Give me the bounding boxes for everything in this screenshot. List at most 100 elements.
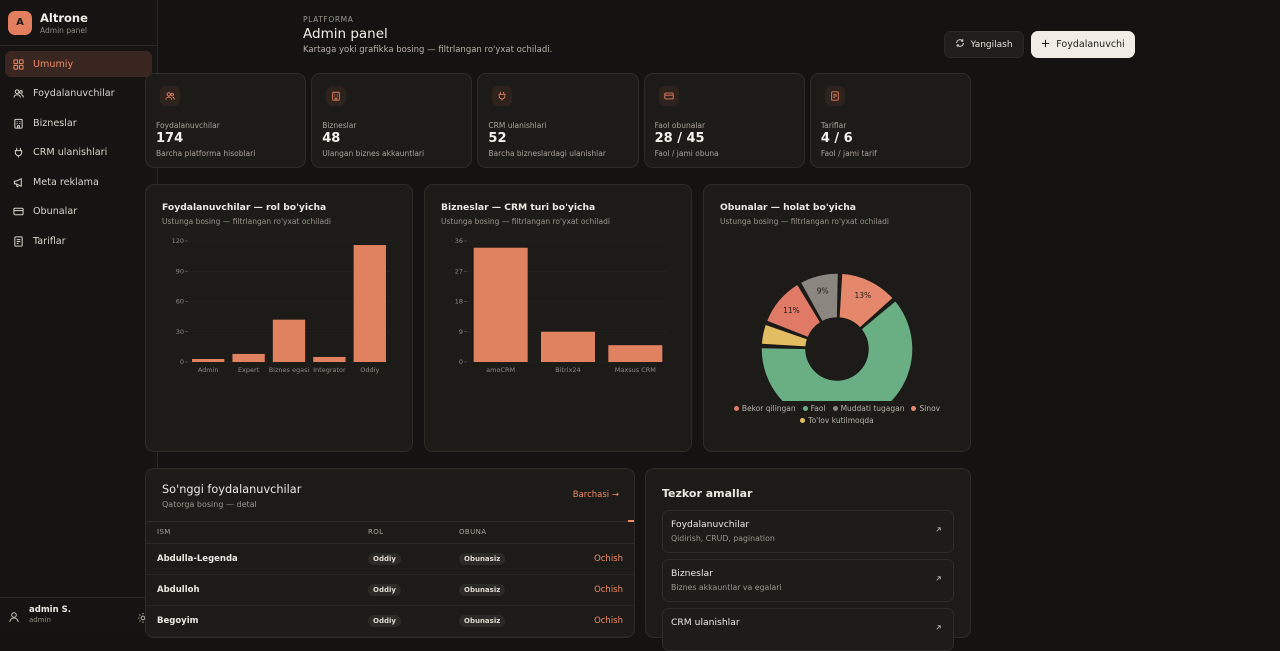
bar[interactable] bbox=[313, 357, 345, 362]
pie-label: 13% bbox=[854, 291, 871, 300]
open-link[interactable]: Ochish bbox=[563, 585, 623, 595]
legend-item[interactable]: Faol bbox=[803, 404, 826, 413]
legend-label: To'lov kutilmoqda bbox=[808, 416, 873, 425]
sidebar-item-umumiy[interactable]: Umumiy bbox=[5, 51, 152, 77]
y-tick-label: 90 bbox=[176, 267, 184, 275]
external-arrow-icon bbox=[934, 519, 943, 528]
divider bbox=[146, 521, 634, 522]
refresh-icon bbox=[955, 38, 965, 51]
brand[interactable]: A Altrone Admin panel bbox=[0, 0, 157, 46]
users-icon bbox=[160, 86, 180, 106]
refresh-button[interactable]: Yangilash bbox=[944, 31, 1024, 58]
add-user-label: Foydalanuvchi bbox=[1056, 39, 1124, 50]
brand-logo: A bbox=[8, 11, 32, 35]
user-profile[interactable]: admin S. admin bbox=[0, 597, 157, 631]
quick-action-title: Bizneslar bbox=[671, 568, 945, 579]
chart-title: Foydalanuvchilar — rol bo'yicha bbox=[162, 202, 396, 213]
stat-card-subscriptions[interactable]: Faol obunalar 28 / 45 Faol / jami obuna bbox=[644, 73, 805, 168]
bar[interactable] bbox=[273, 320, 305, 362]
x-tick-label: Bitrix24 bbox=[555, 366, 580, 374]
view-all-link[interactable]: Barchasi → bbox=[573, 490, 619, 500]
sidebar-item-label: Obunalar bbox=[33, 206, 77, 217]
page-subtitle: Kartaga yoki grafikka bosing — filtrlang… bbox=[303, 45, 552, 55]
bar[interactable] bbox=[192, 359, 224, 362]
building-icon bbox=[12, 117, 24, 129]
legend-item[interactable]: Bekor qilingan bbox=[734, 404, 796, 413]
external-arrow-icon bbox=[934, 617, 943, 626]
table-row[interactable]: Begoyim Oddiy Obunasiz Ochish bbox=[146, 606, 634, 637]
stat-sub: Ulangan biznes akkauntlari bbox=[322, 149, 424, 158]
brand-subtitle: Admin panel bbox=[40, 26, 88, 35]
stat-card-businesses[interactable]: Bizneslar 48 Ulangan biznes akkauntlari bbox=[311, 73, 472, 168]
column-header-name[interactable]: ISM bbox=[157, 528, 368, 536]
stat-card-users[interactable]: Foydalanuvchilar 174 Barcha platforma hi… bbox=[145, 73, 306, 168]
chart-legend: Bekor qilingan Faol Muddati tugagan Sinov To… bbox=[704, 404, 970, 425]
subscription-badge: Obunasiz bbox=[459, 615, 505, 627]
table-row[interactable]: Abdulloh Oddiy Obunasiz Ochish bbox=[146, 575, 634, 606]
y-tick-label: 60 bbox=[176, 298, 184, 306]
sidebar-item-label: Foydalanuvchilar bbox=[33, 88, 115, 99]
quick-action-users[interactable]: Foydalanuvchilar Qidirish, CRUD, paginat… bbox=[662, 510, 954, 553]
sidebar-item-meta-reklama[interactable]: Meta reklama bbox=[5, 169, 152, 195]
stat-card-crm[interactable]: CRM ulanishlari 52 Barcha bizneslardagi … bbox=[477, 73, 638, 168]
legend-item[interactable]: Muddati tugagan bbox=[833, 404, 905, 413]
stat-label: CRM ulanishlari bbox=[488, 121, 546, 130]
divider-accent bbox=[628, 520, 634, 522]
bar[interactable] bbox=[474, 248, 528, 362]
subscription-badge: Obunasiz bbox=[459, 584, 505, 596]
y-tick-label: 120 bbox=[172, 237, 184, 245]
bar[interactable] bbox=[608, 345, 662, 362]
column-header-subscription[interactable]: OBUNA bbox=[459, 528, 563, 536]
bar[interactable] bbox=[232, 354, 264, 362]
stat-value: 52 bbox=[488, 131, 506, 146]
stat-label: Foydalanuvchilar bbox=[156, 121, 220, 130]
quick-actions-title: Tezkor amallar bbox=[662, 487, 954, 500]
stat-card-tariffs[interactable]: Tariflar 4 / 6 Faol / jami tarif bbox=[810, 73, 971, 168]
sidebar-item-tariflar[interactable]: Tariflar bbox=[5, 229, 152, 255]
subscriptions-donut-chart[interactable]: 13%62%11%9% bbox=[704, 231, 970, 401]
table-row[interactable]: Abdulla-Legenda Oddiy Obunasiz Ochish bbox=[146, 544, 634, 575]
legend-label: Sinov bbox=[919, 404, 940, 413]
sidebar-item-foydalanuvchilar[interactable]: Foydalanuvchilar bbox=[5, 81, 152, 107]
y-tick-label: 9 bbox=[459, 328, 463, 336]
stat-value: 28 / 45 bbox=[655, 131, 705, 146]
pie-label: 11% bbox=[783, 306, 800, 315]
plus-icon bbox=[1041, 39, 1050, 51]
chart-card-crm: Bizneslar — CRM turi bo'yicha Ustunga bo… bbox=[424, 184, 692, 452]
open-link[interactable]: Ochish bbox=[563, 616, 623, 626]
sidebar-item-obunalar[interactable]: Obunalar bbox=[5, 199, 152, 225]
add-user-button[interactable]: Foydalanuvchi bbox=[1031, 31, 1135, 58]
quick-action-businesses[interactable]: Bizneslar Biznes akkauntlar va egalari bbox=[662, 559, 954, 602]
credit-card-icon bbox=[12, 206, 24, 218]
sidebar-item-bizneslar[interactable]: Bizneslar bbox=[5, 110, 152, 136]
page-header: PLATFORMA Admin panel Kartaga yoki grafi… bbox=[303, 0, 1135, 72]
external-arrow-icon bbox=[934, 568, 943, 577]
bar[interactable] bbox=[541, 332, 595, 362]
user-role: admin bbox=[29, 616, 71, 624]
recent-users-subtitle: Qatorga bosing — detal bbox=[162, 500, 618, 509]
brand-name: Altrone bbox=[40, 11, 88, 25]
quick-action-sub: Qidirish, CRUD, pagination bbox=[671, 534, 945, 543]
sidebar-item-label: CRM ulanishlari bbox=[33, 147, 107, 158]
column-header-role[interactable]: ROL bbox=[368, 528, 459, 536]
receipt-icon bbox=[825, 86, 845, 106]
quick-action-title: CRM ulanishlar bbox=[671, 617, 945, 628]
chart-subtitle: Ustunga bosing — filtrlangan ro'yxat och… bbox=[162, 217, 396, 226]
legend-item[interactable]: Sinov bbox=[911, 404, 940, 413]
x-tick-label: Biznes egasi bbox=[269, 366, 310, 374]
bar[interactable] bbox=[354, 245, 386, 362]
stat-sub: Faol / jami obuna bbox=[655, 149, 719, 158]
quick-action-crm[interactable]: CRM ulanishlar bbox=[662, 608, 954, 651]
role-badge: Oddiy bbox=[368, 584, 401, 596]
sidebar-item-crm[interactable]: CRM ulanishlari bbox=[5, 140, 152, 166]
legend-item[interactable]: To'lov kutilmoqda bbox=[800, 416, 873, 425]
users-icon bbox=[12, 88, 24, 100]
user-name-cell: Begoyim bbox=[157, 616, 368, 626]
y-tick-label: 30 bbox=[176, 328, 184, 336]
open-link[interactable]: Ochish bbox=[563, 554, 623, 564]
stat-sub: Barcha bizneslardagi ulanishlar bbox=[488, 149, 605, 158]
user-name-cell: Abdulloh bbox=[157, 585, 368, 595]
legend-swatch bbox=[734, 406, 739, 411]
